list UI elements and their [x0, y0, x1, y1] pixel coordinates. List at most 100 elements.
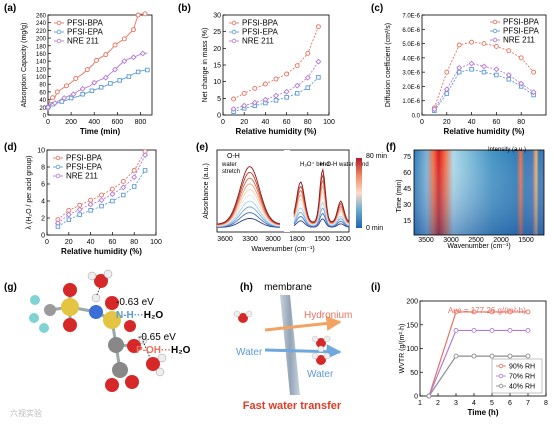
data-point	[102, 74, 109, 81]
data-point	[456, 42, 462, 48]
series-line-1	[428, 329, 528, 397]
e-xtick-label: 3300	[242, 236, 258, 243]
x-tick-label: 1	[418, 400, 422, 407]
data-point	[80, 91, 85, 97]
data-point	[121, 192, 126, 198]
legend-label: PFSI-EPA	[67, 28, 104, 37]
x-tick-label: 6	[508, 400, 512, 407]
data-point	[251, 99, 258, 106]
g-energy-2: -0.65 eV	[138, 332, 176, 343]
x-tick-label: 4	[472, 400, 476, 407]
y-tick-label: 2.0E-6	[402, 85, 420, 91]
e-oh-label-3: stretch	[222, 169, 240, 175]
data-point	[284, 71, 290, 77]
legend-marker	[231, 29, 237, 35]
data-point	[126, 74, 132, 79]
f-xtick-label: 3500	[418, 237, 434, 244]
e-colorbar-bottom: 0 min	[366, 225, 383, 232]
panel-g-molecule: -0.63 eV N-H···H₂O -0.65 eV P-OH···H₂O 六…	[10, 269, 191, 418]
x-tick-label: 40	[87, 239, 95, 246]
chart-b-ylabel: Net change in mass (%)	[202, 28, 209, 103]
data-point	[471, 353, 477, 359]
h-membrane-label: membrane	[264, 282, 312, 293]
data-point	[54, 89, 60, 95]
panel-letters: (a) (b) (c) (d) (e) (f) (g) (h) (i)	[4, 3, 396, 293]
chart-i-ylabel: WVTR (g/(m²·h)	[399, 324, 406, 374]
f-xlabel: Wavenumber (cm⁻¹)	[447, 243, 510, 250]
x-tick-label: 20	[65, 239, 73, 246]
data-point	[131, 167, 137, 173]
data-point	[121, 36, 127, 42]
panel-letter: (g)	[4, 282, 17, 293]
data-point	[142, 152, 149, 159]
panel-f-heatmap: Intensity (a.u.) Time (min) Wavenumber (…	[396, 147, 545, 250]
data-point	[531, 69, 537, 75]
chart-panel-d: 0 20 40 60 80 100 0 2 4 6 8 10 Relative humidity (%)…	[26, 148, 162, 257]
data-point	[145, 67, 150, 73]
y-tick-label: 0	[414, 394, 418, 401]
data-point	[489, 328, 495, 333]
data-point	[77, 212, 82, 217]
e-oh-label: O-H	[227, 153, 240, 160]
spectrum-curve	[216, 177, 350, 226]
e-xticks: 3600 3300 3000 1800 1500 1200	[217, 236, 351, 243]
ftir-spectra-lines	[216, 150, 350, 232]
f-intensity-label: Intensity (a.u.)	[488, 147, 526, 153]
water-oxygen-1	[94, 274, 108, 288]
y-tick-label: 6.0E-6	[402, 28, 420, 34]
y-tick-label: 0	[41, 233, 45, 240]
y-tick-label: 3.0E-6	[402, 71, 420, 77]
data-point	[91, 79, 98, 86]
x-tick-label: 40	[468, 119, 476, 126]
data-point	[68, 95, 74, 101]
e-xtick-label: 1200	[335, 236, 351, 243]
legend-marker	[492, 28, 498, 34]
data-point	[66, 217, 72, 222]
data-point	[506, 77, 512, 82]
legend-label: 40% RH	[509, 384, 535, 391]
data-point	[64, 83, 69, 89]
f-ytick-label: 15	[403, 218, 411, 225]
spectrum-curve	[216, 171, 350, 225]
y-tick-label: 80	[39, 83, 46, 89]
data-point	[70, 91, 77, 98]
y-tick-label: 30	[213, 13, 221, 20]
g-energy-1: -0.63 eV	[116, 297, 154, 308]
y-tick-label: 5.0E-6	[402, 42, 420, 48]
legend-marker	[55, 173, 61, 179]
series-line-2	[47, 52, 148, 108]
e-xtick-label: 3000	[265, 236, 281, 243]
data-point	[481, 41, 487, 47]
series-line-2	[233, 61, 319, 110]
x-tick-label: 60	[493, 119, 501, 126]
x-tick-label: 8	[544, 400, 548, 407]
x-tick-label: 100	[323, 119, 335, 126]
hydronium-arrow	[264, 315, 342, 332]
legend-marker	[492, 37, 498, 43]
x-tick-label: 7	[526, 400, 530, 407]
data-point	[273, 76, 279, 82]
x-tick-label: 0	[221, 119, 225, 126]
x-tick-label: 600	[111, 119, 123, 126]
data-point	[94, 57, 99, 63]
spectrum-curve	[216, 217, 350, 228]
chart-panel-c: 0 20 40 60 80 0.0 1.0E-6 2.0E-6 3.0E-6 4.0E-6 5.0E…	[385, 14, 547, 136]
data-point	[79, 85, 86, 92]
chart-i-annotation: Ave = 177.26 g/(m²·h)	[448, 306, 526, 315]
g-bond-2: P-OH···H₂O	[136, 345, 191, 356]
data-point	[103, 52, 109, 58]
data-point	[456, 69, 462, 75]
water-arrow	[264, 344, 342, 360]
data-point	[142, 11, 148, 17]
data-point	[518, 55, 524, 61]
x-tick-label: 60	[283, 119, 291, 126]
line-charts: 0 200 400 600 800020406080100120140160180200…	[21, 11, 548, 417]
panel-h-schematic: membrane Water Hydronium Water Fast wate…	[233, 282, 352, 412]
chart-a-xlabel: Time (min)	[80, 127, 121, 136]
data-point	[54, 220, 61, 227]
data-point	[99, 192, 104, 198]
data-point	[471, 328, 477, 333]
